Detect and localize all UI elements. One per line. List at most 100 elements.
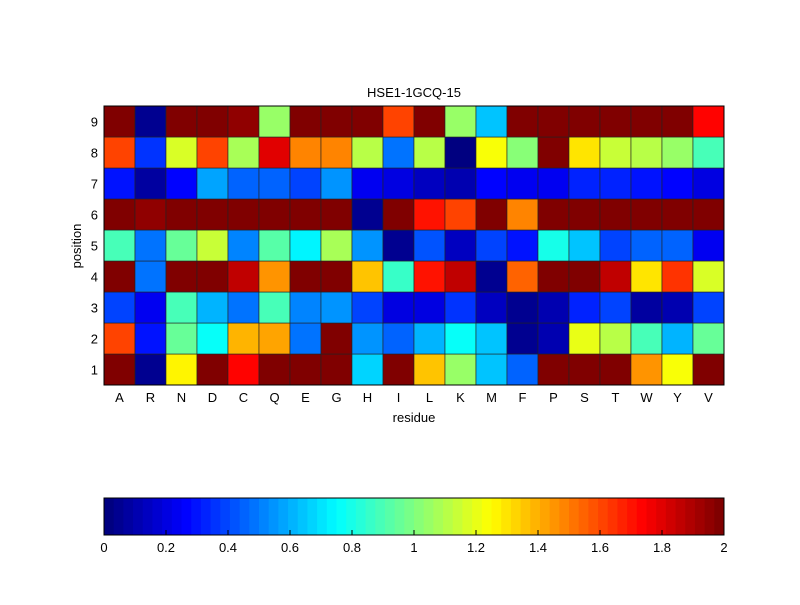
heatmap-cell-S-9 — [568, 105, 601, 138]
heatmap-cell-F-7 — [506, 167, 539, 200]
colorbar-tick-label: 0.6 — [281, 540, 299, 555]
heatmap-cell-H-9 — [351, 105, 384, 138]
colorbar-swatch — [142, 498, 153, 535]
colorbar-swatch — [259, 498, 270, 535]
heatmap-cell-T-3 — [599, 291, 632, 324]
heatmap-cell-F-5 — [506, 229, 539, 262]
heatmap-cell-E-9 — [289, 105, 322, 138]
colorbar-swatch — [646, 498, 657, 535]
heatmap-cell-Y-7 — [661, 167, 694, 200]
colorbar-swatch — [249, 498, 260, 535]
colorbar-swatch — [617, 498, 628, 535]
colorbar-swatch — [326, 498, 337, 535]
x-tick-label: C — [239, 390, 248, 405]
heatmap-cell-D-4 — [196, 260, 229, 293]
y-tick-label: 5 — [91, 239, 98, 254]
chart-title: HSE1-1GCQ-15 — [367, 85, 461, 100]
heatmap-cell-M-7 — [475, 167, 508, 200]
colorbar-swatch — [510, 498, 522, 535]
heatmap-cell-W-5 — [630, 229, 663, 262]
heatmap-cell-R-2 — [134, 322, 167, 355]
colorbar-swatch — [191, 498, 202, 535]
y-tick-label: 7 — [91, 177, 98, 192]
heatmap-cell-G-9 — [320, 105, 353, 138]
heatmap-cell-T-9 — [599, 105, 632, 138]
heatmap-cell-R-8 — [134, 136, 167, 169]
colorbar-swatch — [694, 498, 706, 535]
colorbar-swatch — [501, 498, 512, 535]
heatmap-cell-S-7 — [568, 167, 601, 200]
colorbar-tick-label: 1 — [410, 540, 417, 555]
colorbar-swatch — [656, 498, 667, 535]
heatmap-cell-T-5 — [599, 229, 632, 262]
heatmap-cell-L-3 — [413, 291, 446, 324]
heatmap-cell-C-7 — [227, 167, 260, 200]
heatmap-cell-K-2 — [444, 322, 477, 355]
heatmap-cell-I-7 — [382, 167, 415, 200]
heatmap-cell-Q-3 — [258, 291, 291, 324]
heatmap-cell-A-5 — [103, 229, 136, 262]
heatmap-cell-Q-6 — [258, 198, 291, 231]
colorbar-swatch — [278, 498, 289, 535]
heatmap-cell-F-9 — [506, 105, 539, 138]
colorbar-tick-label: 2 — [720, 540, 727, 555]
heatmap-cell-G-5 — [320, 229, 353, 262]
y-tick-label: 4 — [91, 270, 98, 285]
y-tick-label: 8 — [91, 146, 98, 161]
x-axis-label: residue — [393, 410, 436, 425]
heatmap-cell-G-8 — [320, 136, 353, 169]
heatmap-cell-W-2 — [630, 322, 663, 355]
heatmap-cell-A-7 — [103, 167, 136, 200]
heatmap-cell-G-4 — [320, 260, 353, 293]
heatmap-cell-Q-4 — [258, 260, 291, 293]
colorbar-swatch — [423, 498, 434, 535]
colorbar-swatch — [384, 498, 396, 535]
colorbar-swatch — [152, 498, 163, 535]
heatmap-cell-R-1 — [134, 353, 167, 386]
heatmap-cell-W-6 — [630, 198, 663, 231]
heatmap-cell-I-6 — [382, 198, 415, 231]
heatmap-cell-S-8 — [568, 136, 601, 169]
colorbar-swatch — [229, 498, 241, 535]
heatmap-cell-Y-5 — [661, 229, 694, 262]
heatmap-cell-I-2 — [382, 322, 415, 355]
colorbar-swatch — [588, 498, 599, 535]
colorbar-swatch — [452, 498, 463, 535]
colorbar-swatch — [714, 498, 725, 535]
heatmap-cell-E-6 — [289, 198, 322, 231]
heatmap-cell-L-1 — [413, 353, 446, 386]
heatmap-cell-V-9 — [692, 105, 725, 138]
heatmap-cell-C-2 — [227, 322, 260, 355]
heatmap-cell-G-7 — [320, 167, 353, 200]
heatmap-cell-D-8 — [196, 136, 229, 169]
colorbar-swatch — [394, 498, 405, 535]
heatmap-cell-M-6 — [475, 198, 508, 231]
heatmap-cell-L-4 — [413, 260, 446, 293]
heatmap-cell-M-1 — [475, 353, 508, 386]
colorbar-swatch — [307, 498, 318, 535]
heatmap-cell-A-9 — [103, 105, 136, 138]
heatmap-cell-A-3 — [103, 291, 136, 324]
colorbar-swatch — [704, 498, 715, 535]
heatmap-cell-T-7 — [599, 167, 632, 200]
heatmap-cell-K-9 — [444, 105, 477, 138]
colorbar-swatch — [665, 498, 677, 535]
heatmap-cell-C-4 — [227, 260, 260, 293]
heatmap-cell-W-4 — [630, 260, 663, 293]
colorbar-swatch — [365, 498, 376, 535]
colorbar-swatch — [133, 498, 144, 535]
colorbar-swatch — [239, 498, 250, 535]
heatmap-cell-M-8 — [475, 136, 508, 169]
colorbar-swatch — [520, 498, 531, 535]
x-tick-label: V — [704, 390, 713, 405]
heatmap-cell-D-9 — [196, 105, 229, 138]
heatmap-cell-H-5 — [351, 229, 384, 262]
heatmap-cell-E-4 — [289, 260, 322, 293]
heatmap-cell-H-7 — [351, 167, 384, 200]
heatmap-cell-E-5 — [289, 229, 322, 262]
heatmap-cell-D-3 — [196, 291, 229, 324]
heatmap-cell-A-1 — [103, 353, 136, 386]
heatmap-cell-S-3 — [568, 291, 601, 324]
heatmap-cell-Q-8 — [258, 136, 291, 169]
